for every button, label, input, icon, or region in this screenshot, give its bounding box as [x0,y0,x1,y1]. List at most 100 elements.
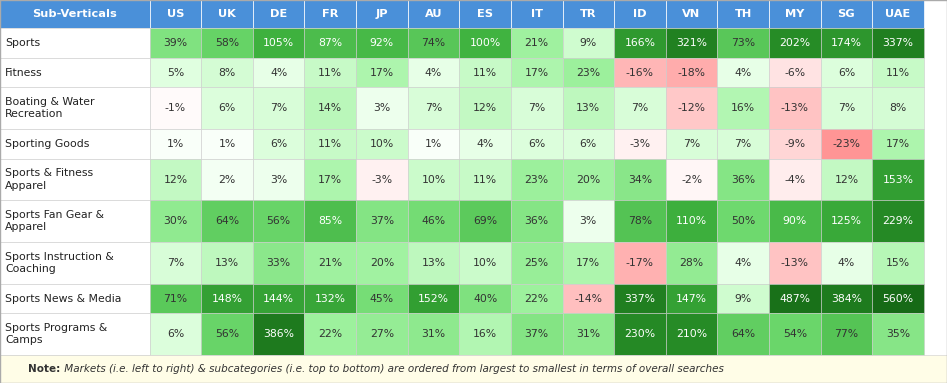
Text: 30%: 30% [163,216,188,226]
Text: 71%: 71% [164,293,188,303]
Bar [407,313,459,355]
Bar [820,87,872,129]
Text: 58%: 58% [215,38,239,48]
Bar [459,159,510,200]
Text: 21%: 21% [318,258,342,268]
Text: 15%: 15% [886,258,910,268]
Bar [202,129,253,159]
Bar [563,313,614,355]
Bar [202,242,253,284]
Text: 50%: 50% [731,216,756,226]
Text: -2%: -2% [681,175,702,185]
Text: Boating & Water
Recreation: Boating & Water Recreation [5,97,95,119]
Text: Sports Fan Gear &
Apparel: Sports Fan Gear & Apparel [5,210,104,232]
Text: 11%: 11% [318,67,342,78]
Bar [510,28,563,58]
Bar [459,200,510,242]
Text: 17%: 17% [886,139,910,149]
Bar [614,129,666,159]
Text: 23%: 23% [525,175,548,185]
Text: 36%: 36% [731,175,755,185]
Text: 7%: 7% [270,103,287,113]
Bar [305,242,356,284]
Bar [614,313,666,355]
Bar [459,87,510,129]
Bar [717,159,769,200]
Bar [820,58,872,87]
Bar [872,58,923,87]
Bar [305,28,356,58]
Text: 147%: 147% [676,293,707,303]
Text: -16%: -16% [626,67,654,78]
Bar [717,28,769,58]
Bar [666,129,717,159]
Bar [820,200,872,242]
Text: 2%: 2% [219,175,236,185]
Bar [150,0,202,28]
Text: UK: UK [218,9,236,19]
Text: 132%: 132% [314,293,346,303]
Text: 12%: 12% [474,103,497,113]
Bar [614,0,666,28]
Bar [253,313,305,355]
Text: 20%: 20% [369,258,394,268]
Text: Sports & Fitness
Apparel: Sports & Fitness Apparel [5,169,93,191]
Text: 69%: 69% [474,216,497,226]
Bar [253,242,305,284]
Text: 33%: 33% [267,258,291,268]
Bar [407,159,459,200]
Bar [202,87,253,129]
Text: 230%: 230% [624,329,655,339]
Bar [150,313,202,355]
Text: 1%: 1% [167,139,184,149]
Text: 46%: 46% [421,216,445,226]
Bar [356,284,407,313]
Text: 10%: 10% [421,175,446,185]
Bar [253,284,305,313]
Text: 87%: 87% [318,38,342,48]
Text: 11%: 11% [318,139,342,149]
Bar [253,87,305,129]
Text: Fitness: Fitness [5,67,43,78]
Text: 9%: 9% [735,293,752,303]
Bar [407,87,459,129]
Bar [717,58,769,87]
Bar [459,284,510,313]
Text: 22%: 22% [318,329,342,339]
Bar [407,0,459,28]
Bar [356,242,407,284]
Text: 77%: 77% [834,329,858,339]
Text: 90%: 90% [782,216,807,226]
Text: Sports Instruction &
Coaching: Sports Instruction & Coaching [5,252,114,274]
Bar [510,159,563,200]
Text: 16%: 16% [474,329,497,339]
Text: -4%: -4% [784,175,805,185]
Bar [563,87,614,129]
Text: 144%: 144% [263,293,295,303]
Text: 560%: 560% [883,293,914,303]
Text: Sports Programs &
Camps: Sports Programs & Camps [5,323,107,345]
Text: JP: JP [376,9,388,19]
Text: -3%: -3% [371,175,392,185]
Bar [150,284,202,313]
Bar [459,58,510,87]
Bar [305,159,356,200]
Bar [0,0,150,28]
Text: 73%: 73% [731,38,755,48]
Bar [872,284,923,313]
Text: 6%: 6% [580,139,597,149]
Bar [202,284,253,313]
Text: 6%: 6% [167,329,184,339]
Bar [563,242,614,284]
Text: 64%: 64% [215,216,239,226]
Text: -18%: -18% [677,67,706,78]
Text: 3%: 3% [373,103,390,113]
Bar [666,159,717,200]
Bar [150,28,202,58]
Bar [510,58,563,87]
Text: 25%: 25% [525,258,548,268]
Text: SG: SG [837,9,855,19]
Text: 337%: 337% [624,293,655,303]
Text: 35%: 35% [886,329,910,339]
Bar [717,200,769,242]
